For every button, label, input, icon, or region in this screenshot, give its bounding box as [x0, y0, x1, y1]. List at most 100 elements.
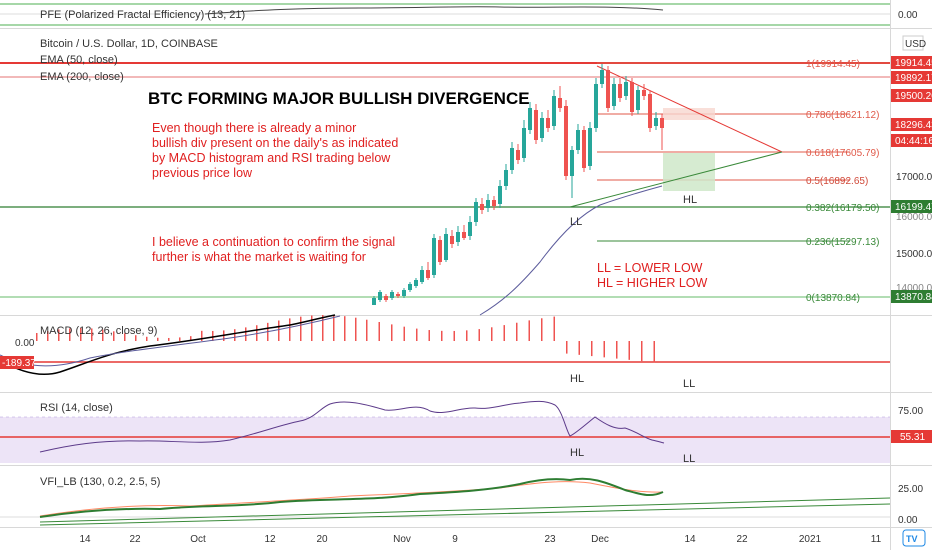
pfe-line: [204, 6, 664, 15]
macd-histogram-bar: [403, 326, 405, 341]
candle-body: [594, 84, 598, 128]
macd-histogram-bar: [616, 341, 618, 359]
fib-label-05: 0.5(16892.65): [806, 176, 868, 187]
ema50-label: EMA (50, close): [40, 54, 118, 66]
macd-histogram-bar: [578, 341, 580, 355]
macd-histogram-bar: [441, 330, 443, 341]
candle-body: [438, 240, 442, 262]
candle-body: [486, 200, 490, 208]
rsi-axis-75: 75.00: [898, 406, 923, 417]
candle-body: [444, 234, 448, 260]
candle-body: [600, 70, 604, 84]
time-axis-label: Dec: [591, 534, 609, 545]
candle-body: [510, 148, 514, 170]
candle-body: [624, 82, 628, 96]
macd-histogram-bar: [168, 337, 170, 341]
headline: BTC FORMING MAJOR BULLISH DIVERGENCE: [148, 89, 530, 108]
time-axis-label: 23: [544, 534, 556, 545]
macd-histogram-bar: [428, 330, 430, 341]
time-axis-label: 22: [736, 534, 748, 545]
macd-histogram-bar: [478, 329, 480, 341]
fib-label-0236: 0.236(15297.13): [806, 237, 879, 248]
pfe-pane: PFE (Polarized Fractal Efficiency) (13, …: [0, 3, 918, 26]
candle-body: [528, 108, 532, 130]
candle-body: [498, 186, 502, 204]
macd-histogram-bar: [311, 315, 313, 341]
price-tag-19892: 19892.17: [895, 73, 932, 84]
legend-hl: HL = HIGHER LOW: [597, 276, 708, 290]
macd-value-tag: -189.37: [2, 358, 36, 369]
usd-badge: [902, 35, 924, 51]
candle-body: [606, 70, 610, 108]
candle-body: [570, 150, 574, 176]
candle-body: [504, 170, 508, 186]
macd-histogram-bar: [566, 341, 568, 354]
price-tag-19914: 19914.45: [895, 58, 932, 69]
macd-histogram-bar: [245, 327, 247, 341]
candle-body: [522, 128, 526, 158]
time-axis-label: 12: [264, 534, 276, 545]
candle-body: [642, 90, 646, 96]
pfe-axis-value: 0.00: [898, 10, 918, 21]
macd-histogram-bar: [179, 337, 181, 341]
time-axis-label: 20: [316, 534, 328, 545]
rsi-value-tag: 55.31: [900, 432, 925, 443]
macd-histogram-bar: [36, 333, 38, 341]
price-tags: 19914.45 19892.17 19500.26 18296.43 04:4…: [891, 56, 932, 303]
candle-body: [468, 222, 472, 236]
note2-line1: I believe a continuation to confirm the …: [152, 235, 395, 249]
macd-histogram-bar: [234, 329, 236, 341]
candle-body: [540, 118, 544, 138]
candle-body: [456, 232, 460, 242]
note1-line1: Even though there is already a minor: [152, 121, 356, 135]
rsi-hl-label: HL: [570, 447, 584, 459]
macd-histogram-bar: [653, 341, 655, 363]
macd-histogram-bar: [466, 330, 468, 341]
axis-tick-14000: 14000.00: [896, 283, 932, 294]
price-tag-19500: 19500.26: [895, 91, 932, 102]
ema200-label: EMA (200, close): [40, 71, 124, 83]
macd-histogram-bar: [528, 320, 530, 341]
candle-body: [408, 284, 412, 290]
candle-body: [630, 82, 634, 112]
candle-body: [396, 294, 400, 296]
macd-histogram-bar: [289, 318, 291, 341]
rsi-ll-label: LL: [683, 453, 695, 465]
candle-body: [588, 128, 592, 166]
note2-line2: further is what the market is waiting fo…: [152, 250, 366, 264]
time-axis-label: 22: [129, 534, 141, 545]
candle-body: [450, 236, 454, 244]
macd-histogram-bar: [416, 328, 418, 341]
candle-body: [462, 232, 466, 238]
time-axis-label: 14: [684, 534, 696, 545]
candle-body: [612, 84, 616, 106]
candle-body: [648, 94, 652, 128]
target-zone-red: [663, 108, 715, 120]
time-axis-label: 14: [79, 534, 91, 545]
macd-histogram-bar: [201, 330, 203, 341]
macd-histogram-bar: [91, 328, 93, 341]
macd-histogram-bar: [135, 335, 137, 341]
note1-line2: bullish div present on the daily's as in…: [152, 136, 398, 150]
macd-histogram-bar: [516, 322, 518, 341]
time-axis-label: 11: [871, 534, 882, 545]
vfi-trend-1: [39, 497, 891, 523]
candle-body: [402, 290, 406, 296]
time-axis-label: Nov: [393, 534, 411, 545]
macd-histogram-bar: [641, 341, 643, 362]
fib-label-0618: 0.618(17605.79): [806, 148, 879, 159]
macd-histogram-bar: [378, 322, 380, 341]
fib-levels: 1(19914.45) 0.786(18621.12) 0.618(17605.…: [597, 59, 890, 304]
macd-histogram-bar: [491, 327, 493, 341]
macd-histogram-bar: [300, 316, 302, 341]
price-candles: [372, 64, 664, 305]
macd-histogram-bar: [212, 330, 214, 341]
candle-body: [432, 238, 436, 275]
macd-axis-zero: 0.00: [15, 338, 35, 349]
candle-body: [660, 118, 664, 128]
usd-label: USD: [905, 39, 926, 50]
macd-histogram-bar: [80, 328, 82, 341]
macd-pane: MACD (12, 26, close, 9) 0.00 -189.37 HL …: [0, 314, 890, 390]
macd-ll-label: LL: [683, 378, 695, 390]
